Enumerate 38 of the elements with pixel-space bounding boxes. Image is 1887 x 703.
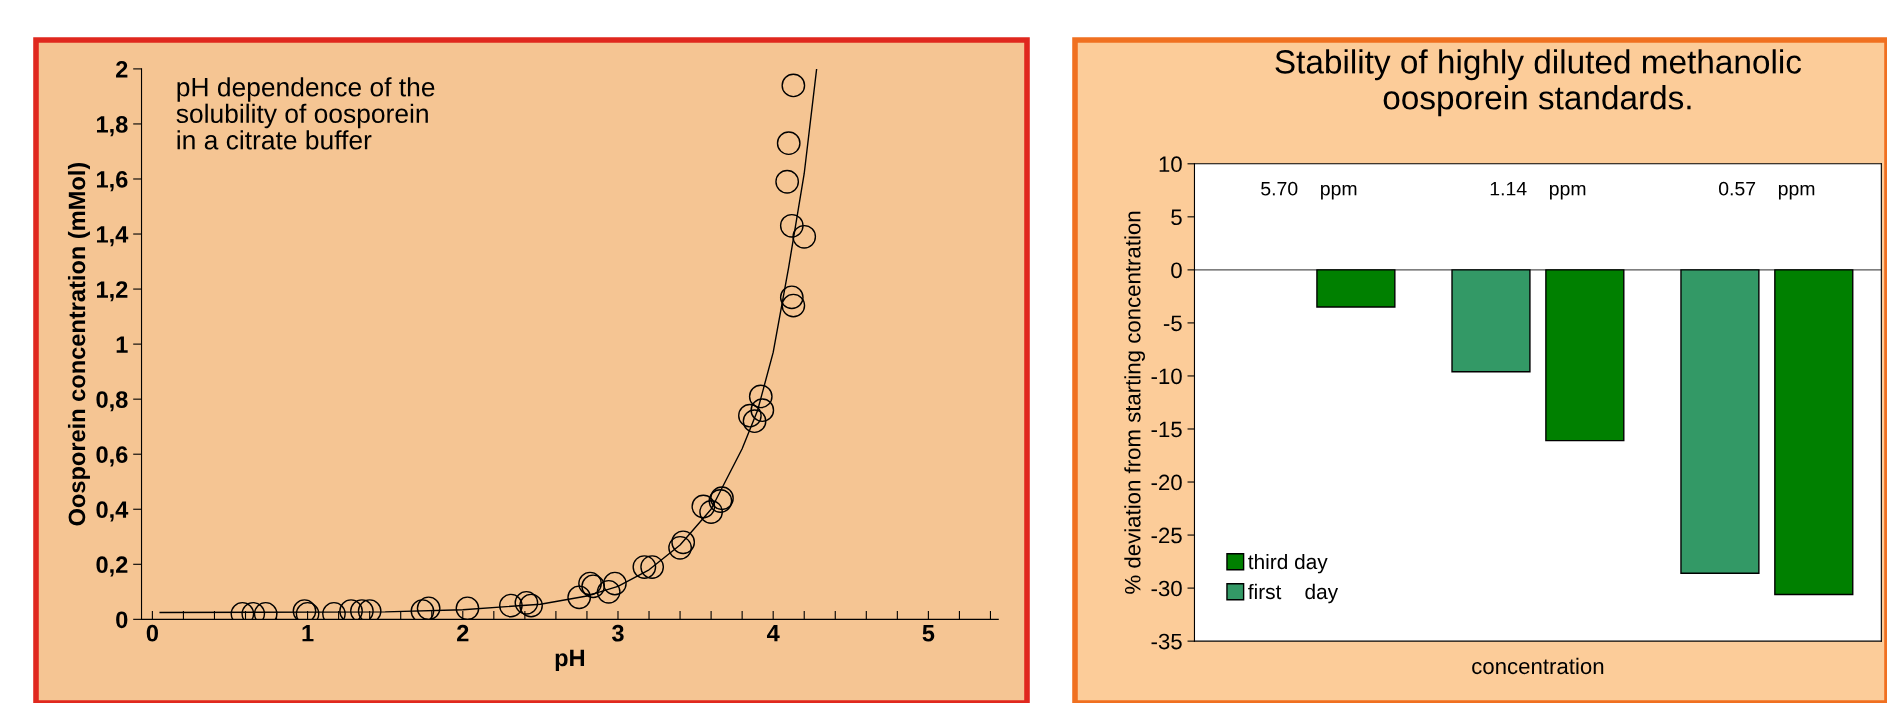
y-tick-label: 0,8 (96, 391, 128, 412)
y-tick-label: -5 (1163, 315, 1182, 332)
y-tick-label: -30 (1151, 580, 1182, 597)
y-tick-label: 10 (1159, 156, 1182, 173)
y-tick-label: 0 (1171, 262, 1182, 279)
y-tick-label: 1,2 (97, 281, 128, 302)
x-tick-label: 1 (302, 625, 314, 642)
y-axis-title: % deviation from starting concentration (1124, 211, 1145, 594)
y-tick-label: 1,4 (97, 226, 129, 247)
x-tick-label: 1.14 ppm (1490, 181, 1586, 200)
y-tick-label: 0,4 (96, 501, 129, 522)
x-tick-label: 5 (922, 625, 935, 642)
y-tick-label: 1 (116, 336, 128, 353)
y-tick-label: 0 (116, 611, 128, 629)
y-tick-label: 0,2 (96, 556, 128, 577)
x-tick-label: 3 (611, 624, 624, 642)
y-tick-label: -25 (1151, 527, 1182, 544)
x-tick-label: 4 (766, 625, 780, 642)
x-axis-title: pH (555, 649, 585, 671)
annotation: pH dependence of the solubility of oosporein in a citrate buffer (176, 77, 435, 150)
y-tick-label: -15 (1151, 421, 1182, 438)
x-tick-label: 0.57 ppm (1718, 181, 1815, 200)
y-tick-label: 1,8 (97, 116, 128, 137)
legend-label: first day (1248, 583, 1339, 604)
chart-title: Stability of highly diluted methanolic oosporein standards. (1275, 49, 1802, 117)
y-tick-label: 0,6 (96, 446, 128, 467)
y-tick-label: 2 (116, 60, 128, 78)
y-axis-title: Oosporein concentration (mMol) (67, 162, 90, 526)
x-tick-label: 5.70 ppm (1261, 181, 1357, 200)
y-tick-label: 5 (1171, 209, 1182, 226)
y-tick-label: -20 (1151, 474, 1182, 491)
x-axis-title: concentration (1472, 657, 1604, 675)
y-tick-label: -10 (1151, 368, 1182, 385)
x-tick-label: 0 (146, 624, 158, 642)
legend-label: third day (1248, 553, 1328, 574)
y-tick-label: 1,6 (97, 171, 128, 192)
y-tick-label: -35 (1151, 633, 1182, 650)
x-tick-label: 2 (457, 624, 469, 642)
